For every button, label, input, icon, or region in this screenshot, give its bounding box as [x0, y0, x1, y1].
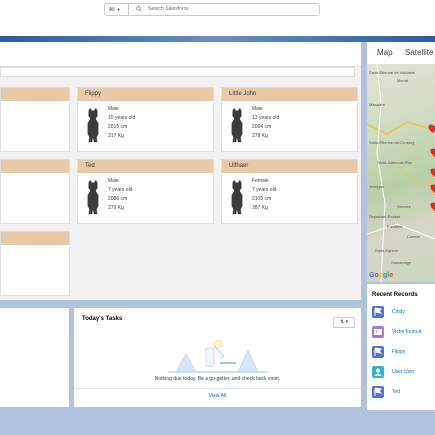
bear-weight: 317 Kg	[108, 133, 124, 139]
bear-card[interactable]: Ulfhaer Female 7 years old 2105 cm 287 K…	[221, 159, 358, 224]
card-header	[1, 88, 69, 101]
contact-card-icon	[372, 326, 384, 338]
bear-age: 13 years old	[252, 115, 280, 121]
bear-weight: 279 Kg	[108, 205, 124, 211]
google-logo: Google	[369, 272, 394, 279]
bear-age: 7 years old	[252, 187, 277, 193]
global-search[interactable]: All ▼ Search Salesforce	[104, 3, 320, 16]
map-type-tabs: Map Satellite	[367, 42, 435, 64]
bear-card[interactable]: Little John Male 13 years old 2094 cm 27…	[221, 87, 358, 152]
recent-record-label[interactable]: Ted	[392, 389, 401, 395]
map-label: Menat	[397, 78, 409, 83]
bear-icon	[231, 179, 243, 215]
recent-records-title: Recent Records	[372, 292, 418, 298]
filter-input[interactable]	[0, 67, 355, 77]
map-label: Vercors	[397, 204, 411, 209]
list-header	[0, 42, 361, 67]
bear-age: 15 years old	[108, 115, 136, 121]
bear-weight: 278 Kg	[252, 133, 268, 139]
bear-name[interactable]: Ulfhaer	[222, 160, 357, 173]
map-label: Seyssinet-Pariset	[369, 214, 401, 219]
bear-icon	[231, 107, 243, 143]
map-view[interactable]: Saint-Étienne de Voldaine Menat Méaudre …	[367, 64, 435, 282]
card-header	[1, 160, 69, 173]
recent-record-label[interactable]: Cindy	[392, 309, 405, 315]
bear-card-partial[interactable]	[0, 87, 70, 152]
flag-icon	[372, 346, 384, 358]
tab-satellite[interactable]: Satellite	[405, 48, 434, 57]
search-input[interactable]: Search Salesforce	[148, 6, 189, 12]
divider	[74, 388, 361, 389]
bear-gender: Male	[108, 178, 119, 184]
tasks-filter-button[interactable]: ⇅ ▾	[333, 317, 355, 328]
bear-name[interactable]: Ted	[78, 160, 213, 173]
flag-icon	[372, 306, 384, 318]
recent-record-label[interactable]: User User	[392, 369, 415, 375]
empty-tasks-illustration	[168, 339, 268, 373]
bear-gender: Male	[252, 106, 263, 112]
bear-card[interactable]: Flippy Male 15 years old 2015 cm 317 Kg	[77, 87, 214, 152]
search-scope-label: All	[109, 7, 115, 13]
map-label: Saint-Egrève	[375, 248, 399, 253]
map-label: Voreppe	[369, 184, 384, 189]
caret-down-icon: ▼	[116, 7, 121, 12]
user-icon	[372, 366, 384, 378]
map-label: Saint-Julien-de-Raz	[377, 160, 413, 165]
bear-age: 7 years old	[108, 187, 133, 193]
bear-icon	[87, 179, 99, 215]
todays-tasks-card: Today's Tasks ⇅ ▾ Nothing due today. Be …	[74, 308, 361, 407]
page-banner	[0, 36, 435, 42]
bear-card[interactable]: Ted Male 7 years old 2086 cm 279 Kg	[77, 159, 214, 224]
map-roads	[367, 64, 435, 282]
bear-height: 2086 cm	[108, 196, 128, 202]
tasks-empty-message: Nothing due today. Be a go-getter, and c…	[154, 376, 281, 382]
bear-name[interactable]: Flippy	[78, 88, 213, 101]
recent-records-panel: Recent Records Cindy VictorTournot Flipp…	[367, 284, 435, 410]
tasks-title: Today's Tasks	[82, 316, 123, 322]
bear-info: Male 7 years old 2086 cm 279 Kg	[108, 177, 132, 213]
view-all-link[interactable]: View All	[208, 393, 227, 399]
flag-icon	[372, 386, 384, 398]
map-label: Corenc	[407, 234, 420, 239]
bear-gender: Female	[252, 178, 269, 184]
tab-map[interactable]: Map	[377, 48, 393, 57]
bear-height: 2105 cm	[252, 196, 272, 202]
map-label: Méaudre	[369, 102, 385, 107]
bottom-left-card	[0, 308, 69, 407]
search-icon	[136, 6, 142, 12]
map-label: Fontaine	[387, 224, 403, 229]
bear-card-partial[interactable]	[0, 159, 70, 224]
bear-icon	[87, 107, 99, 143]
bear-info: Female 7 years old 2105 cm 287 Kg	[252, 177, 276, 213]
map-label: Sassenage	[391, 260, 412, 265]
bear-name[interactable]: Little John	[222, 88, 357, 101]
map-label: Saint-Étienne-de-Crossey	[369, 140, 415, 145]
map-panel: Map Satellite Saint-Étienne de Voldaine …	[367, 42, 435, 282]
recent-record-label[interactable]: VictorTournot	[392, 329, 422, 335]
bear-gender: Male	[108, 106, 119, 112]
map-label: Saint-Étienne de Voldaine	[369, 70, 416, 75]
bear-weight: 287 Kg	[252, 205, 268, 211]
global-header: All ▼ Search Salesforce	[0, 0, 435, 36]
recent-record-label[interactable]: Flippy	[392, 349, 406, 355]
bear-height: 2015 cm	[108, 124, 128, 130]
bear-card-partial[interactable]	[0, 231, 70, 296]
card-header	[1, 232, 69, 245]
search-scope-dropdown[interactable]: All ▼	[105, 4, 129, 15]
bear-list-panel: Flippy Male 15 years old 2015 cm 317 Kg …	[0, 42, 361, 300]
bear-info: Male 13 years old 2094 cm 278 Kg	[252, 105, 279, 141]
bear-info: Male 15 years old 2015 cm 317 Kg	[108, 105, 135, 141]
bear-height: 2094 cm	[252, 124, 272, 130]
